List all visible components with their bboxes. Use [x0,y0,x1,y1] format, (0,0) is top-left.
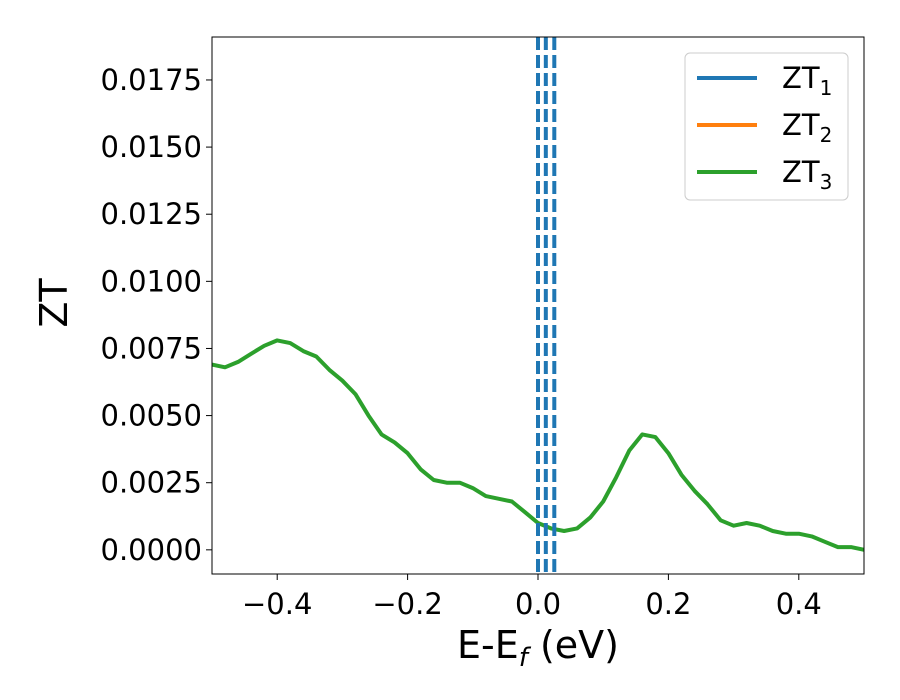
x-tick-label: −0.4 [242,587,312,621]
x-tick-label: 0.4 [776,587,822,621]
x-tick-label: 0.0 [515,587,561,621]
y-tick-label: 0.0100 [101,264,202,298]
y-axis-ticks: 0.0000 0.0025 0.0050 0.0075 0.0100 0.0125 0.01… [101,63,212,567]
legend-box [684,52,849,201]
y-tick-label: 0.0000 [101,533,202,567]
legend-label-zt1: ZT1 [782,61,832,100]
legend: ZT1 ZT2 ZT3 [684,52,849,201]
y-tick-label: 0.0125 [101,197,202,231]
x-axis-label: E-Ef (eV) [457,623,619,673]
x-tick-label: −0.2 [372,587,442,621]
x-axis-label-main: E-E [457,623,519,667]
legend-label-zt3: ZT3 [782,155,832,194]
y-tick-label: 0.0175 [101,63,202,97]
plot-clipped [212,37,864,574]
y-tick-label: 0.0075 [101,331,202,365]
y-tick-label: 0.0050 [101,399,202,433]
plot-area [212,37,864,574]
y-axis-label: ZT [32,278,76,328]
y-tick-label: 0.0150 [101,130,202,164]
x-tick-label: 0.2 [645,587,691,621]
x-axis-label-unit: (eV) [528,623,619,667]
y-tick-label: 0.0025 [101,466,202,500]
x-axis-ticks: −0.4 −0.2 0.0 0.2 0.4 [242,574,822,621]
legend-label-zt2: ZT2 [782,108,832,147]
